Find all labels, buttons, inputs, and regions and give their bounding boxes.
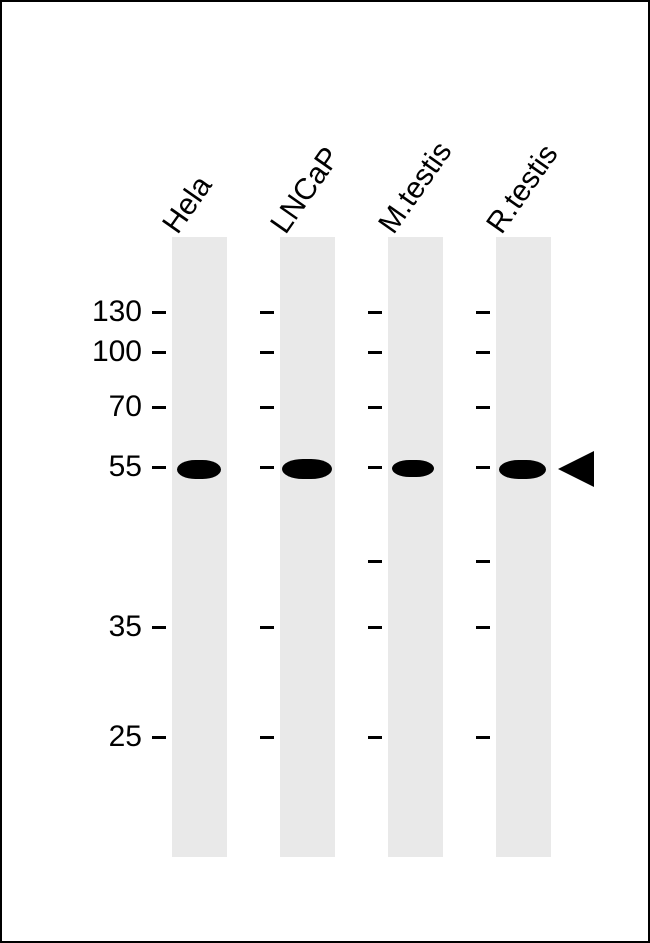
- mw-tick: [260, 736, 274, 739]
- mw-tick: [476, 311, 490, 314]
- mw-label-25: 25: [72, 720, 142, 754]
- lane-label-2: LNCaP: [264, 141, 347, 240]
- mw-tick: [368, 560, 382, 563]
- mw-tick: [368, 466, 382, 469]
- mw-tick: [368, 736, 382, 739]
- mw-tick: [476, 351, 490, 354]
- lane-label-4: R.testis: [480, 139, 565, 240]
- mw-tick: [260, 626, 274, 629]
- mw-tick: [476, 736, 490, 739]
- lane-1: [172, 237, 227, 857]
- mw-tick: [368, 311, 382, 314]
- mw-tick: [152, 406, 166, 409]
- protein-band: [177, 460, 221, 479]
- lane-4: [496, 237, 551, 857]
- lane-label-3: M.testis: [372, 136, 459, 240]
- mw-tick: [152, 466, 166, 469]
- lane-2: [280, 237, 335, 857]
- mw-label-55: 55: [72, 450, 142, 484]
- mw-label-100: 100: [72, 335, 142, 369]
- protein-band: [282, 459, 332, 479]
- protein-band: [392, 460, 434, 477]
- target-arrow-icon: [558, 451, 594, 487]
- mw-tick: [476, 406, 490, 409]
- mw-tick: [476, 466, 490, 469]
- mw-tick: [152, 351, 166, 354]
- mw-tick: [476, 560, 490, 563]
- mw-tick: [260, 351, 274, 354]
- mw-tick: [368, 626, 382, 629]
- mw-tick: [476, 626, 490, 629]
- blot-figure: Hela LNCaP M.testis R.testis 130 100 70 …: [0, 0, 650, 943]
- mw-tick: [260, 466, 274, 469]
- plot-area: Hela LNCaP M.testis R.testis 130 100 70 …: [2, 2, 648, 941]
- mw-tick: [368, 406, 382, 409]
- mw-label-70: 70: [72, 390, 142, 424]
- mw-tick: [260, 406, 274, 409]
- mw-label-130: 130: [72, 295, 142, 329]
- mw-tick: [152, 311, 166, 314]
- lane-label-1: Hela: [156, 170, 219, 240]
- mw-tick: [152, 736, 166, 739]
- mw-tick: [152, 626, 166, 629]
- mw-tick: [368, 351, 382, 354]
- mw-label-35: 35: [72, 610, 142, 644]
- protein-band: [499, 460, 546, 479]
- mw-tick: [260, 311, 274, 314]
- lane-3: [388, 237, 443, 857]
